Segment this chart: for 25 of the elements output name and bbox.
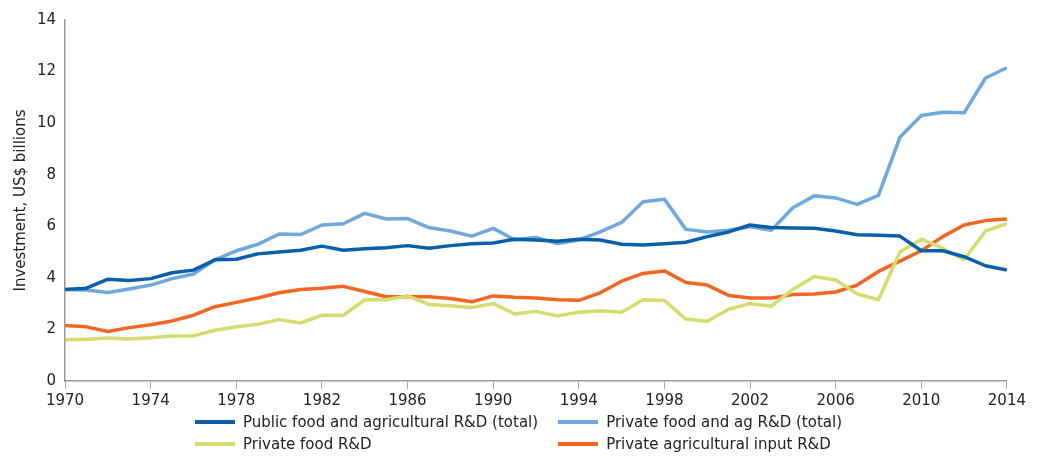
x-tick-label: 2014: [987, 390, 1027, 409]
legend-label: Private food and ag R&D (total): [606, 413, 843, 431]
legend-label: Private agricultural input R&D: [606, 435, 831, 453]
x-tick-label: 2002: [730, 390, 770, 409]
y-tick-label: 4: [46, 267, 57, 286]
y-tick-label: 6: [46, 216, 57, 235]
y-axis-title: Investment, US$ billions: [10, 109, 29, 292]
x-tick-label: 2006: [816, 390, 855, 409]
x-tick-label: 1994: [559, 390, 598, 409]
x-tick-label: 1970: [45, 390, 85, 409]
y-tick-label: 2: [46, 319, 57, 338]
y-tick-label: 10: [36, 113, 57, 132]
x-tick-label: 1982: [302, 390, 342, 409]
x-tick-label: 2010: [902, 390, 941, 409]
y-tick-label: 0: [46, 370, 57, 389]
x-tick-label: 1986: [388, 390, 427, 409]
y-tick-label: 8: [46, 164, 57, 183]
x-tick-label: 1978: [217, 390, 256, 409]
y-tick-label: 14: [36, 9, 57, 28]
x-tick-label: 1990: [474, 390, 513, 409]
x-tick-label: 1998: [645, 390, 684, 409]
x-tick-label: 1974: [131, 390, 170, 409]
y-tick-label: 12: [36, 61, 57, 80]
legend-label: Private food R&D: [242, 435, 372, 453]
legend-label: Public food and agricultural R&D (total): [242, 413, 539, 431]
